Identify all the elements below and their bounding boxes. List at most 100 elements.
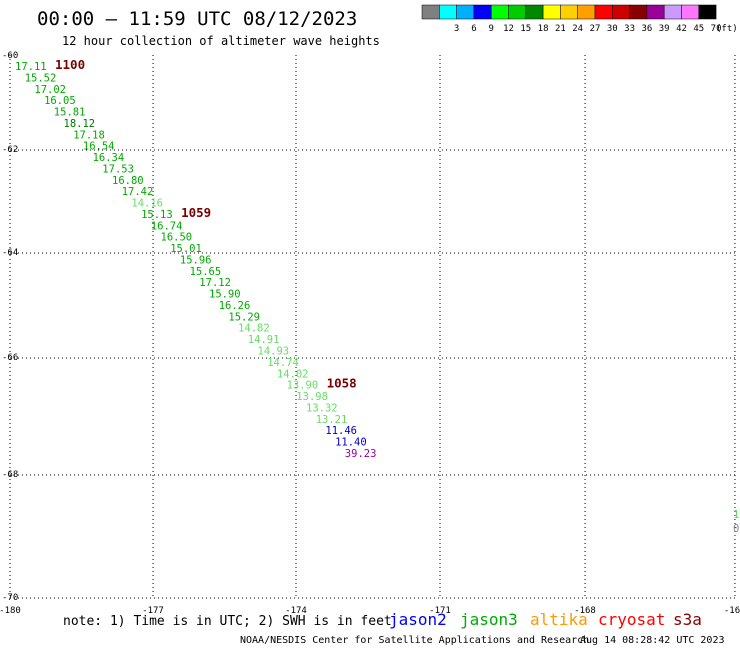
generated-timestamp: Aug 14 08:28:42 UTC 2023 [580,635,725,646]
legend-tick-label: 70 [711,24,722,34]
wave-height-label: 11.40 [335,437,367,449]
wave-height-label: 17.11 [15,61,47,73]
legend-tick-label: 9 [488,24,493,34]
wave-height-label: 16.54 [83,141,115,153]
wave-height-label: 15.81 [54,107,86,119]
wave-height-label: 14.82 [238,323,270,335]
satellite-name: altika [530,610,588,629]
wave-height-label: 17.42 [122,186,154,198]
legend-swatch [681,4,700,20]
wave-height-label: 14.91 [248,334,280,346]
satellite-legend: jason2 jason3 altika cryosat s3a [389,610,702,629]
time-label: 1058 [327,376,357,391]
legend-swatch [594,4,613,20]
lat-tick-label: -68 [2,470,18,480]
wave-height-label: 15.29 [228,311,260,323]
satellite-name: jason2 [389,610,447,629]
map-subtitle: 12 hour collection of altimeter wave hei… [62,34,380,48]
legend-tick-label: 21 [555,24,566,34]
lat-tick-label: -70 [2,593,18,603]
legend-tick-label: 36 [641,24,652,34]
wave-height-label: 17.12 [199,277,231,289]
longitude-axis: -180 -177 -174 -171 -168 -16 [0,606,740,616]
satellite-name: cryosat [598,610,665,629]
legend-swatch [612,4,630,20]
legend-tick-label: 6 [471,24,476,34]
legend-swatch [508,4,527,20]
wave-height-label: 13.32 [306,402,338,414]
wave-height-label: 16.74 [151,220,183,232]
wave-height-label: 15.01 [170,243,202,255]
wave-height-label: 13.21 [316,414,348,426]
legend-tick-label: 24 [572,24,583,34]
lat-tick-label: -64 [2,248,18,258]
latitude-axis: -60 -62 -64 -66 -68 -70 [2,51,18,603]
legend-swatch [542,4,561,20]
wave-height-label: 17.02 [34,84,66,96]
legend-tick-label: 42 [676,24,687,34]
wave-height-label: 17.53 [102,163,134,175]
lon-tick-label: -174 [285,606,307,616]
credit-line: NOAA/NESDIS Center for Satellite Applica… [240,635,589,646]
lat-tick-label: -66 [2,353,18,363]
legend-swatch [560,4,578,20]
lon-tick-label: -177 [142,606,164,616]
lon-tick-label: -168 [574,606,596,616]
footnote: note: 1) Time is in UTC; 2) SWH is in fe… [63,614,392,629]
wave-height-label: 16.34 [93,152,125,164]
wave-height-label: 11.46 [325,425,357,437]
legend-tick-label: 45 [693,24,704,34]
wave-height-label: 16.50 [161,232,193,244]
wave-height-label: 15.90 [209,289,241,301]
legend-tick-label: 30 [607,24,618,34]
wave-height-label: 18.12 [64,118,96,130]
wave-height-label: 16.05 [44,95,76,107]
lon-tick-label: -171 [429,606,451,616]
wave-height-label: 14.93 [258,346,290,358]
lat-lon-grid [9,55,736,599]
wave-height-label: 15.65 [190,266,222,278]
time-label: 1059 [181,205,211,220]
wave-height-label: 17.18 [73,129,105,141]
lat-tick-label: -62 [2,145,18,155]
wave-height-label: 39.23 [345,448,377,460]
satellite-track: 17.1115.5217.0216.0515.8118.1217.1816.54… [15,57,739,535]
wave-height-label: 15.52 [25,72,57,84]
wave-height-label: 13.98 [296,391,328,403]
wave-height-label: 14.74 [267,357,299,369]
legend-swatch [439,4,457,20]
legend-tick-label: 27 [590,24,601,34]
legend-unit: (ft) [716,24,738,34]
legend-swatch [473,4,492,20]
wave-height-label: 16.26 [219,300,251,312]
map-title: 00:00 – 11:59 UTC 08/12/2023 [37,8,357,30]
legend-swatch [698,4,717,20]
legend-swatch [629,4,648,20]
lat-tick-label: -60 [2,51,18,61]
lon-tick-label: -16 [724,606,740,616]
wave-height-label: 16.80 [112,175,144,187]
lon-tick-label: -180 [0,606,21,616]
legend-swatch [525,4,544,20]
wave-height-label: 13.90 [287,380,319,392]
legend-swatch [421,4,440,20]
legend-swatch [577,4,596,20]
edge-value-label: 1 [733,509,739,521]
wave-height-legend: 3 6 9 12 15 18 21 24 27 30 33 36 39 42 45 70(ft) [421,4,738,34]
legend-tick-label: 3 [454,24,459,34]
legend-swatch [490,4,509,20]
legend-swatch [663,4,682,20]
legend-tick-label: 15 [520,24,531,34]
satellite-name: jason3 [460,610,518,629]
time-label: 1100 [55,57,85,72]
legend-tick-label: 18 [538,24,549,34]
legend-tick-label: 33 [624,24,635,34]
wave-height-label: 14.02 [277,368,309,380]
satellite-name: s3a [673,610,702,629]
legend-tick-label: 12 [503,24,514,34]
wave-height-label: 15.96 [180,254,212,266]
legend-swatch [646,4,665,20]
wave-height-label: 14.16 [131,198,163,210]
edge-value-label: 0 [733,523,739,535]
